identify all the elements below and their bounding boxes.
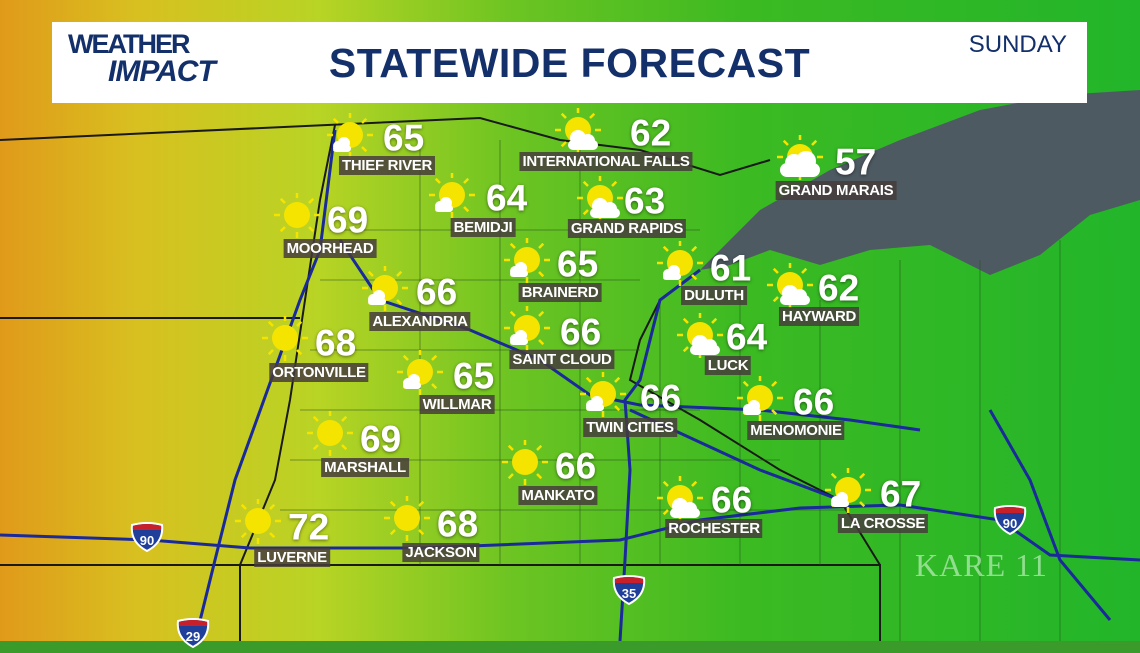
city-label: INTERNATIONAL FALLS bbox=[519, 152, 693, 171]
city-label: GRAND MARAIS bbox=[775, 181, 897, 200]
mostly-sunny-icon bbox=[656, 240, 704, 292]
city-label: ALEXANDRIA bbox=[369, 312, 471, 331]
city-label: LUVERNE bbox=[254, 548, 330, 567]
city-label: TWIN CITIES bbox=[583, 418, 677, 437]
city-label: MANKATO bbox=[518, 486, 598, 505]
partly-cloudy-icon bbox=[576, 175, 624, 227]
city-label: BEMIDJI bbox=[450, 218, 516, 237]
city-label: LUCK bbox=[704, 356, 752, 375]
page-title: STATEWIDE FORECAST bbox=[328, 40, 811, 86]
city-label: MENOMONIE bbox=[747, 421, 845, 440]
city-label: MARSHALL bbox=[321, 458, 409, 477]
temperature: 65 bbox=[557, 243, 599, 285]
temperature: 66 bbox=[416, 271, 458, 313]
city-label: ROCHESTER bbox=[665, 519, 763, 538]
sunny-icon bbox=[234, 498, 282, 550]
mostly-sunny-icon bbox=[503, 305, 551, 357]
partly-cloudy-icon bbox=[676, 312, 724, 364]
temperature: 69 bbox=[327, 199, 369, 241]
temperature: 68 bbox=[315, 322, 357, 364]
partly-cloudy-icon bbox=[656, 475, 704, 527]
temperature: 61 bbox=[710, 247, 752, 289]
temperature: 66 bbox=[793, 381, 835, 423]
temperature: 63 bbox=[624, 180, 666, 222]
forecast-day: SUNDAY bbox=[968, 31, 1067, 58]
mostly-sunny-icon bbox=[326, 112, 374, 164]
sunny-icon bbox=[501, 439, 549, 491]
city-label: HAYWARD bbox=[778, 307, 860, 326]
city-label: SAINT CLOUD bbox=[509, 350, 615, 369]
temperature: 68 bbox=[437, 503, 479, 545]
city-label: LA CROSSE bbox=[837, 514, 929, 533]
mostly-sunny-icon bbox=[428, 172, 476, 224]
shield-number: 35 bbox=[622, 586, 636, 601]
interstate-shield-icon: 29 bbox=[176, 618, 210, 649]
mostly-sunny-icon bbox=[736, 375, 784, 427]
mostly-sunny-icon bbox=[579, 371, 627, 423]
mostly-sunny-icon bbox=[503, 237, 551, 289]
shield-number: 29 bbox=[186, 629, 200, 644]
temperature: 65 bbox=[383, 117, 425, 159]
temperature: 66 bbox=[711, 479, 753, 521]
city-label: JACKSON bbox=[402, 543, 480, 562]
city-label: MOORHEAD bbox=[283, 239, 377, 258]
logo-line-1: WEATHER bbox=[68, 29, 190, 59]
interstate-shield-icon: 90 bbox=[993, 505, 1027, 536]
shield-number: 90 bbox=[1003, 516, 1017, 531]
temperature: 64 bbox=[486, 177, 528, 219]
logo-line-2: IMPACT bbox=[108, 54, 216, 88]
temperature: 57 bbox=[835, 141, 877, 183]
temperature: 67 bbox=[880, 473, 922, 515]
interstate-shield-icon: 35 bbox=[612, 575, 646, 606]
partly-cloudy-icon bbox=[766, 262, 814, 314]
kare11-watermark: KARE 11 bbox=[915, 547, 1048, 583]
city-label: DULUTH bbox=[681, 286, 747, 305]
mostly-sunny-icon bbox=[396, 349, 444, 401]
sunny-icon bbox=[261, 315, 309, 367]
interstate-shield-icon: 90 bbox=[130, 522, 164, 553]
sunny-icon bbox=[383, 495, 431, 547]
temperature: 66 bbox=[640, 377, 682, 419]
temperature: 66 bbox=[560, 311, 602, 353]
temperature: 62 bbox=[818, 267, 860, 309]
shield-number: 90 bbox=[140, 533, 154, 548]
header-banner: WEATHER IMPACT STATEWIDE FORECAST SUNDAY bbox=[52, 22, 1087, 103]
lake-superior bbox=[700, 90, 1140, 275]
mostly-cloudy-icon bbox=[776, 134, 824, 186]
temperature: 65 bbox=[453, 355, 495, 397]
mostly-sunny-icon bbox=[361, 265, 409, 317]
temperature: 64 bbox=[726, 316, 768, 358]
city-label: BRAINERD bbox=[518, 283, 602, 302]
sunny-icon bbox=[273, 192, 321, 244]
partly-cloudy-icon bbox=[554, 107, 602, 159]
temperature: 66 bbox=[555, 445, 597, 487]
sunny-icon bbox=[306, 410, 354, 462]
weather-impact-logo: WEATHER IMPACT bbox=[68, 29, 216, 88]
city-label: THIEF RIVER bbox=[338, 156, 436, 175]
temperature: 62 bbox=[630, 112, 672, 154]
city-label: WILLMAR bbox=[419, 395, 495, 414]
mostly-sunny-icon bbox=[824, 467, 872, 519]
temperature: 72 bbox=[288, 506, 330, 548]
city-label: GRAND RAPIDS bbox=[567, 219, 687, 238]
city-label: ORTONVILLE bbox=[269, 363, 369, 382]
temperature: 69 bbox=[360, 418, 402, 460]
